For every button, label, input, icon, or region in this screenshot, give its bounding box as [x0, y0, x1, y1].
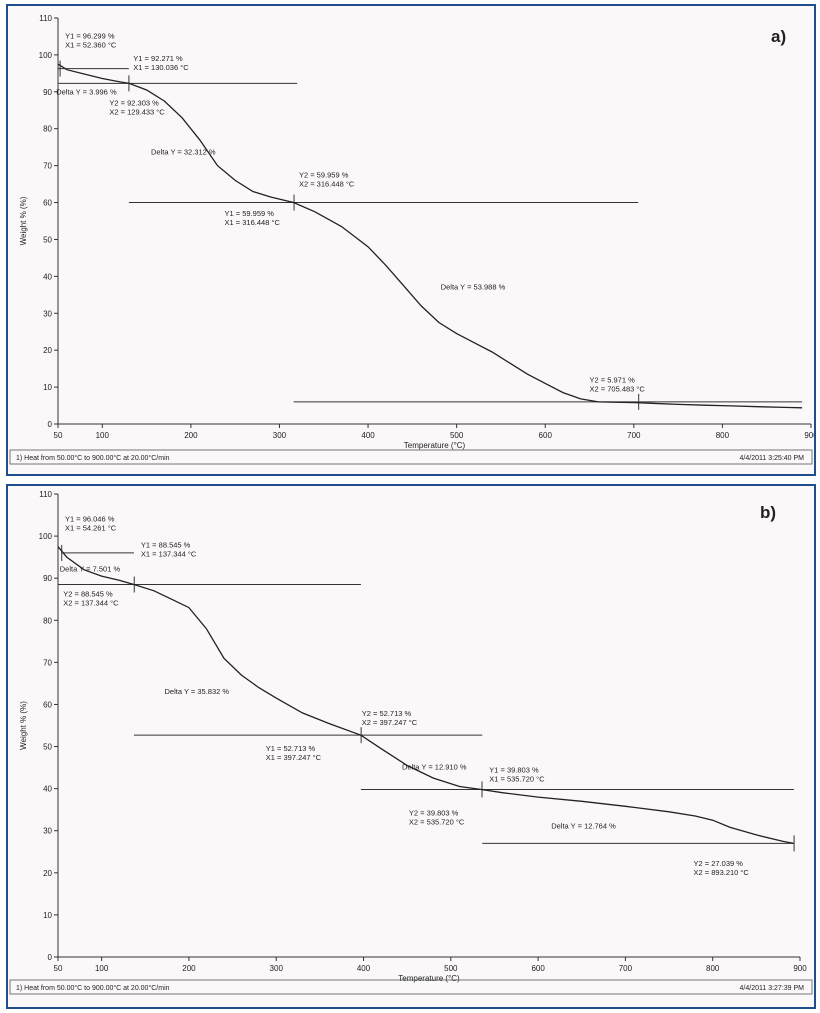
annotation-text: Y2 = 92.303 %	[109, 98, 159, 107]
x-tick-label: 600	[539, 431, 553, 440]
footer-timestamp: 4/4/2011 3:27:39 PM	[740, 985, 805, 992]
annotation-text: Delta Y = 12.764 %	[551, 822, 616, 831]
y-tick-label: 50	[43, 743, 52, 752]
y-tick-label: 110	[39, 490, 52, 499]
footer-box	[9, 449, 813, 465]
annotation-text: Delta Y = 32.312 %	[151, 148, 216, 157]
annotation-text: X1 = 137.344 °C	[141, 549, 197, 558]
annotation-text: Y2 = 39.803 %	[409, 809, 459, 818]
annotation-text: Y2 = 27.039 %	[694, 859, 744, 868]
y-tick-label: 60	[43, 700, 52, 709]
x-axis-label: Temperature (°C)	[398, 974, 460, 983]
x-tick-label: 500	[444, 964, 458, 973]
x-tick-label: 600	[531, 964, 545, 973]
footer-box	[9, 979, 813, 995]
y-tick-label: 80	[43, 616, 52, 625]
y-tick-label: 0	[48, 420, 53, 429]
annotation-text: X2 = 705.483 °C	[590, 385, 646, 394]
x-tick-label: 100	[96, 431, 110, 440]
y-axis-label: Weight % (%)	[19, 196, 28, 245]
panel-label: a)	[771, 27, 786, 46]
annotation-text: Y2 = 5.971 %	[590, 376, 636, 385]
chart-svg: 0 10 20 30 40 50 60 70 80 90 100 110 50 100 200 300 400 5…	[9, 14, 814, 465]
annotation-text: Y1 = 39.803 %	[489, 766, 539, 775]
y-axis-label: Weight % (%)	[19, 701, 28, 750]
annotation-text: X2 = 316.448 °C	[299, 179, 355, 188]
footer-method-text: 1) Heat from 50.00°C to 900.00°C at 20.0…	[16, 454, 170, 462]
annotation-text: X2 = 535.720 °C	[409, 818, 465, 827]
annotation-text: Y1 = 96.299 %	[65, 31, 115, 40]
y-tick-label: 40	[43, 272, 52, 281]
annotation-text: Delta Y = 12.910 %	[402, 762, 467, 771]
thermogram-panel-b: 0 10 20 30 40 50 60 70 80 90 100 110 50 100 200 300 400 5…	[6, 484, 816, 1009]
y-tick-label: 90	[43, 88, 52, 97]
y-tick-label: 20	[43, 346, 52, 355]
annotation-text: X1 = 130.036 °C	[133, 63, 189, 72]
annotation-text: X1 = 397.247 °C	[266, 753, 322, 762]
x-tick-label: 400	[357, 964, 371, 973]
y-tick-label: 30	[43, 827, 52, 836]
y-tick-label: 10	[43, 911, 52, 920]
annotation-text: Y1 = 88.545 %	[141, 540, 191, 549]
annotation-text: Delta Y = 35.832 %	[164, 687, 229, 696]
x-tick-label: 50	[54, 964, 63, 973]
y-tick-label: 10	[43, 383, 52, 392]
annotation-text: Delta Y = 7.501 %	[60, 564, 121, 573]
x-tick-label: 100	[95, 964, 109, 973]
annotation-text: Delta Y = 53.988 %	[441, 282, 506, 291]
annotation-text: X1 = 54.261 °C	[65, 523, 117, 532]
y-tick-label: 0	[48, 953, 53, 962]
footer-method-text: 1) Heat from 50.00°C to 900.00°C at 20.0…	[16, 984, 170, 992]
annotation-text: Y2 = 59.959 %	[299, 170, 349, 179]
annotation-text: Y2 = 88.545 %	[63, 590, 113, 599]
x-tick-label: 700	[627, 431, 641, 440]
y-tick-label: 40	[43, 785, 52, 794]
x-tick-label: 50	[54, 431, 63, 440]
annotation-text: Y1 = 96.046 %	[65, 514, 115, 523]
annotation-text: X1 = 316.448 °C	[225, 218, 281, 227]
x-tick-label: 900	[804, 431, 814, 440]
annotation-text: X2 = 137.344 °C	[63, 599, 119, 608]
y-tick-label: 20	[43, 869, 52, 878]
y-tick-label: 60	[43, 199, 52, 208]
footer-timestamp: 4/4/2011 3:25:40 PM	[740, 455, 805, 462]
annotation-text: Y2 = 52.713 %	[362, 709, 412, 718]
x-tick-label: 400	[361, 431, 375, 440]
annotation-text: X1 = 535.720 °C	[489, 775, 545, 784]
x-tick-label: 300	[270, 964, 284, 973]
y-tick-label: 90	[43, 574, 52, 583]
x-tick-label: 200	[184, 431, 198, 440]
annotation-text: X2 = 397.247 °C	[362, 718, 418, 727]
weight-curve	[57, 546, 795, 845]
annotation-text: Delta Y = 3.996 %	[56, 87, 117, 96]
annotation-text: Y1 = 59.959 %	[225, 209, 275, 218]
y-tick-label: 100	[39, 51, 53, 60]
annotation-text: Y1 = 92.271 %	[133, 54, 183, 63]
y-tick-label: 80	[43, 125, 52, 134]
y-tick-label: 50	[43, 235, 52, 244]
y-tick-label: 100	[39, 532, 53, 541]
annotation-text: X1 = 52.360 °C	[65, 40, 117, 49]
x-tick-label: 800	[706, 964, 720, 973]
annotation-text: X2 = 893.210 °C	[694, 868, 750, 877]
thermogram-panel-a: 0 10 20 30 40 50 60 70 80 90 100 110 50 100 200 300 400 5…	[6, 4, 816, 476]
weight-curve	[57, 63, 803, 409]
x-tick-label: 800	[716, 431, 730, 440]
x-tick-label: 200	[182, 964, 196, 973]
y-tick-label: 30	[43, 309, 52, 318]
x-tick-label: 300	[273, 431, 287, 440]
x-axis-label: Temperature (°C)	[404, 441, 466, 450]
x-tick-label: 700	[619, 964, 633, 973]
y-tick-label: 70	[43, 162, 52, 171]
panel-label: b)	[760, 503, 776, 522]
y-tick-label: 70	[43, 658, 52, 667]
chart-svg: 0 10 20 30 40 50 60 70 80 90 100 110 50 100 200 300 400 5…	[9, 490, 813, 995]
x-tick-label: 500	[450, 431, 464, 440]
annotation-text: Y1 = 52.713 %	[266, 744, 316, 753]
y-tick-label: 110	[39, 14, 52, 23]
annotation-text: X2 = 129.433 °C	[109, 107, 165, 116]
x-tick-label: 900	[793, 964, 807, 973]
